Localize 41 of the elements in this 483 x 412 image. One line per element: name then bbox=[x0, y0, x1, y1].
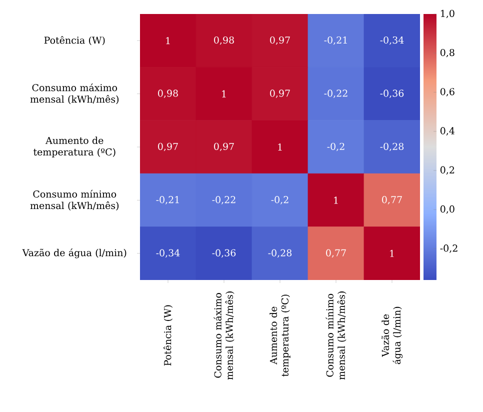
data-label: -0,22 bbox=[324, 90, 348, 98]
color-bar-label: 0,0 bbox=[440, 205, 454, 214]
x-tick-label: Aumento de temperatura (ºC) bbox=[270, 294, 290, 376]
data-label: -0,21 bbox=[324, 36, 347, 45]
data-label: 0,77 bbox=[382, 196, 402, 204]
data-label: 0,97 bbox=[214, 142, 234, 152]
y-tick-label: Vazão de água (l/min) bbox=[22, 248, 126, 258]
color-bar-label: 0,2 bbox=[440, 166, 454, 175]
x-tick-label: Potência (W) bbox=[163, 305, 173, 366]
data-label: -0,2 bbox=[327, 142, 344, 152]
data-label: 0,77 bbox=[326, 249, 346, 258]
y-tick-label: Consumo máximo mensal (kWh/mês) bbox=[30, 84, 118, 104]
color-bar-label: 0,8 bbox=[440, 48, 454, 58]
data-label: 1 bbox=[390, 250, 394, 257]
data-label: -0,21 bbox=[156, 196, 179, 204]
data-label: -0,36 bbox=[380, 90, 404, 98]
color-bar-label: 0,6 bbox=[440, 88, 454, 96]
data-label: -0,2 bbox=[271, 196, 288, 204]
data-label: 0,98 bbox=[158, 90, 178, 98]
data-label: -0,34 bbox=[380, 36, 404, 45]
data-label: -0,22 bbox=[212, 196, 236, 204]
x-tick-label: Vazão de água (l/min) bbox=[382, 306, 402, 364]
y-tick-label: Potência (W) bbox=[44, 36, 105, 46]
color-bar-label: 1,0 bbox=[441, 10, 454, 18]
y-tick-label: Consumo mínimo mensal (kWh/mês) bbox=[30, 190, 118, 210]
data-label: 0,97 bbox=[270, 90, 290, 98]
data-label: 0,97 bbox=[270, 36, 290, 45]
data-label: 0,97 bbox=[158, 142, 178, 152]
y-tick-label: Aumento de temperatura (ºC) bbox=[34, 136, 116, 158]
x-tick-label: Consumo mínimo mensal (kWh/mês) bbox=[326, 292, 346, 380]
data-label: 1 bbox=[166, 37, 170, 44]
color-bar-label: -0,2 bbox=[440, 244, 458, 253]
data-label: -0,28 bbox=[268, 249, 292, 258]
data-label: 1 bbox=[278, 143, 282, 151]
data-label: 1 bbox=[222, 90, 226, 98]
data-label: -0,34 bbox=[156, 249, 180, 258]
data-label: -0,36 bbox=[212, 249, 236, 258]
color-bar-label: 0,4 bbox=[440, 127, 454, 136]
data-label: 0,98 bbox=[214, 36, 234, 45]
data-label: 1 bbox=[334, 196, 338, 204]
x-tick-label: Consumo máximo mensal (kWh/mês) bbox=[214, 292, 234, 380]
